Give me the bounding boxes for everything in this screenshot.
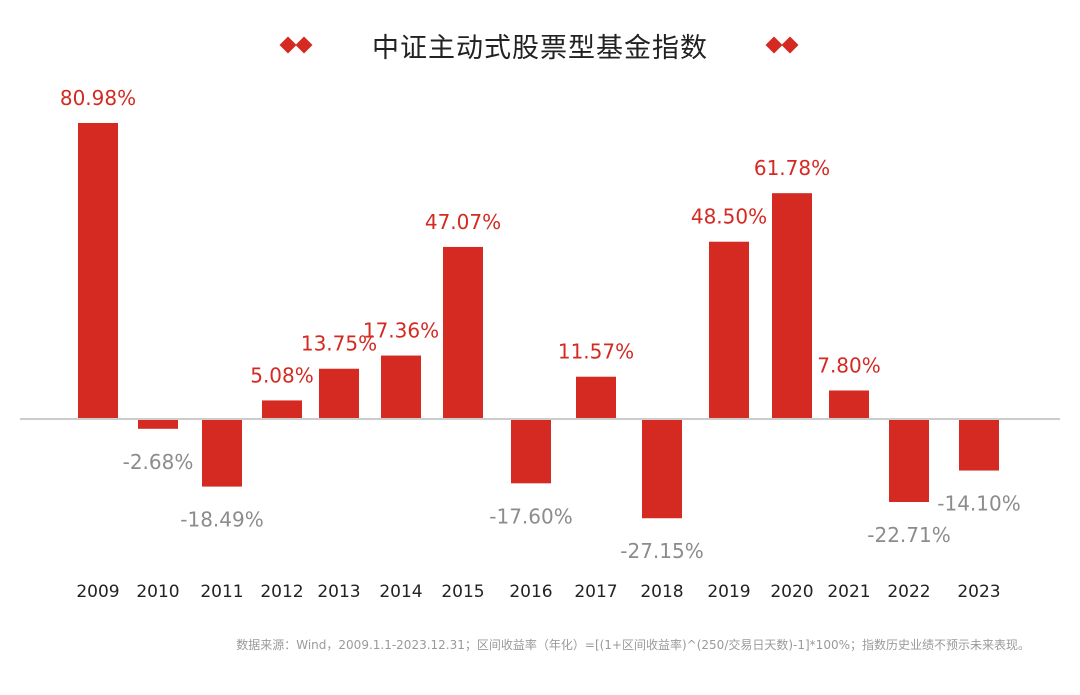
bar-2017 <box>576 376 616 419</box>
bar-2012 <box>262 400 302 419</box>
chart-title: 中证主动式股票型基金指数 <box>372 33 708 64</box>
x-tick-label-2010: 2010 <box>136 582 179 602</box>
bar-2016 <box>511 419 551 484</box>
data-label-2016: -17.60% <box>489 504 572 528</box>
x-tick-label-2018: 2018 <box>640 582 683 602</box>
data-label-2012: 5.08% <box>250 363 314 387</box>
bar-2009 <box>78 123 118 419</box>
x-tick-label-2016: 2016 <box>509 582 552 602</box>
data-label-2015: 47.07% <box>425 210 501 234</box>
bar-2022 <box>889 419 929 503</box>
bar-2015 <box>443 246 483 419</box>
bar-2010 <box>138 419 178 429</box>
data-label-2019: 48.50% <box>691 205 767 229</box>
data-label-2017: 11.57% <box>558 340 634 364</box>
chart-title-area: 中证主动式股票型基金指数 <box>0 22 1080 68</box>
x-tick-label-2013: 2013 <box>317 582 360 602</box>
bar-2021 <box>829 390 869 419</box>
bar-2020 <box>772 193 812 419</box>
data-label-2009: 80.98% <box>60 86 136 110</box>
bar-2019 <box>709 241 749 419</box>
x-tick-label-2022: 2022 <box>887 582 930 602</box>
x-tick-label-2012: 2012 <box>260 582 303 602</box>
bar-2023 <box>959 419 999 471</box>
data-label-2020: 61.78% <box>754 156 830 180</box>
x-tick-label-2020: 2020 <box>770 582 813 602</box>
x-tick-label-2023: 2023 <box>957 582 1000 602</box>
data-label-2014: 17.36% <box>363 319 439 343</box>
x-tick-label-2019: 2019 <box>707 582 750 602</box>
bar-2014 <box>381 355 421 419</box>
source-footnote: 数据来源：Wind，2009.1.1-2023.12.31；区间收益率（年化）=… <box>236 638 1030 652</box>
x-tick-label-2014: 2014 <box>379 582 422 602</box>
x-tick-label-2015: 2015 <box>441 582 484 602</box>
data-label-2018: -27.15% <box>620 539 703 563</box>
data-label-2021: 7.80% <box>817 353 881 377</box>
x-tick-label-2009: 2009 <box>76 582 119 602</box>
data-label-2013: 13.75% <box>301 332 377 356</box>
x-tick-label-2011: 2011 <box>200 582 243 602</box>
bar-2011 <box>202 419 242 487</box>
data-label-2022: -22.71% <box>867 523 950 547</box>
data-label-2010: -2.68% <box>123 450 194 474</box>
x-tick-label-2017: 2017 <box>574 582 617 602</box>
bar-2018 <box>642 419 682 519</box>
data-label-2011: -18.49% <box>180 508 263 532</box>
x-tick-label-2021: 2021 <box>827 582 870 602</box>
bar-2013 <box>319 368 359 419</box>
data-label-2023: -14.10% <box>937 492 1020 516</box>
